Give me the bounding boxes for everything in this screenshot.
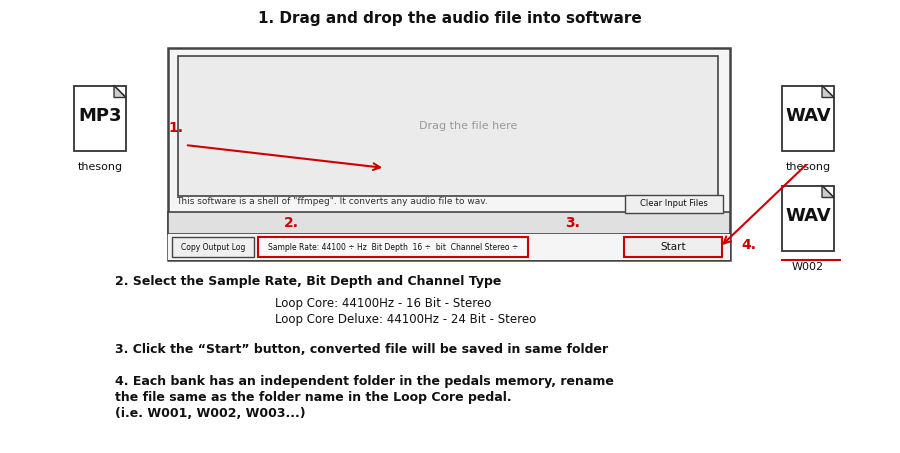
- Text: (i.e. W001, W002, W003...): (i.e. W001, W002, W003...): [115, 407, 306, 420]
- Text: MP3: MP3: [78, 107, 122, 125]
- Text: 2.: 2.: [284, 216, 299, 230]
- Bar: [782, 86, 834, 150]
- Text: 3.: 3.: [565, 216, 581, 230]
- Text: W002: W002: [792, 262, 824, 273]
- Text: the file same as the folder name in the Loop Core pedal.: the file same as the folder name in the …: [115, 391, 511, 404]
- Text: Start: Start: [661, 242, 686, 252]
- Text: 4. Each bank has an independent folder in the pedals memory, rename: 4. Each bank has an independent folder i…: [115, 375, 614, 388]
- Bar: [172, 237, 254, 257]
- Bar: [178, 56, 718, 196]
- Bar: [624, 237, 722, 257]
- Text: 1.: 1.: [168, 121, 183, 135]
- Bar: [168, 212, 730, 234]
- Text: thesong: thesong: [786, 163, 831, 173]
- Bar: [782, 185, 834, 251]
- Bar: [258, 237, 528, 257]
- Text: WAV: WAV: [785, 207, 831, 225]
- Text: 2. Select the Sample Rate, Bit Depth and Channel Type: 2. Select the Sample Rate, Bit Depth and…: [115, 275, 501, 288]
- Text: Loop Core: 44100Hz - 16 Bit - Stereo: Loop Core: 44100Hz - 16 Bit - Stereo: [275, 297, 491, 310]
- Text: Drag the file here: Drag the file here: [418, 121, 518, 131]
- Text: thesong: thesong: [77, 163, 122, 173]
- Text: Sample Rate: 44100 ÷ Hz  Bit Depth  16 ÷  bit  Channel Stereo ÷: Sample Rate: 44100 ÷ Hz Bit Depth 16 ÷ b…: [268, 242, 518, 251]
- Text: Loop Core Deluxe: 44100Hz - 24 Bit - Stereo: Loop Core Deluxe: 44100Hz - 24 Bit - Ste…: [275, 313, 536, 326]
- Bar: [625, 195, 723, 213]
- Text: WAV: WAV: [785, 107, 831, 125]
- Polygon shape: [822, 86, 834, 97]
- Text: This software is a shell of "ffmpeg". It converts any audio file to wav.: This software is a shell of "ffmpeg". It…: [176, 198, 488, 207]
- Polygon shape: [114, 86, 126, 97]
- Text: Clear Input Files: Clear Input Files: [640, 199, 708, 208]
- Text: 4.: 4.: [741, 238, 756, 252]
- Bar: [74, 86, 126, 150]
- Bar: [168, 234, 730, 260]
- Text: Copy Output Log: Copy Output Log: [181, 242, 245, 251]
- Text: 1. Drag and drop the audio file into software: 1. Drag and drop the audio file into sof…: [258, 10, 642, 25]
- Polygon shape: [822, 185, 834, 198]
- Bar: [168, 48, 730, 260]
- Text: 3. Click the “Start” button, converted file will be saved in same folder: 3. Click the “Start” button, converted f…: [115, 343, 608, 356]
